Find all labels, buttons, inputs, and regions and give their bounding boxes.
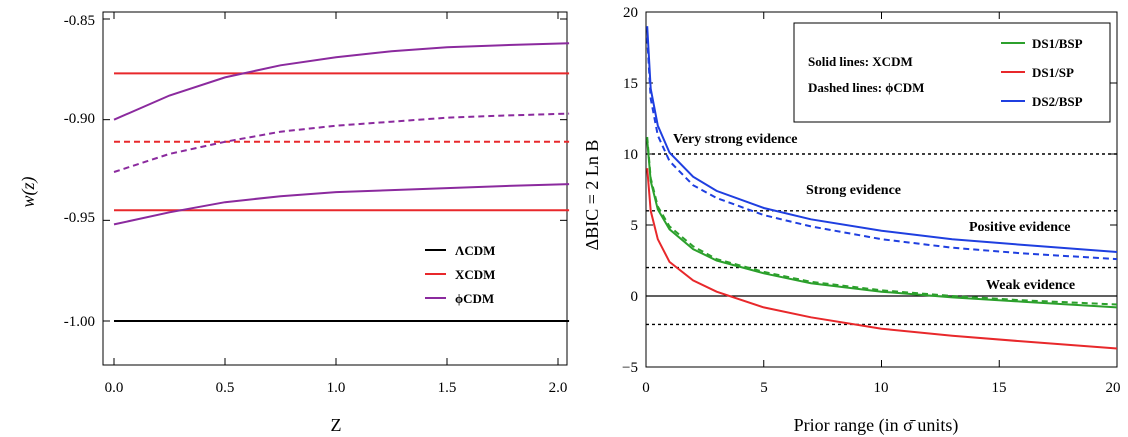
right-legend: Solid lines: XCDM Dashed lines: ϕCDM DS1… <box>793 22 1111 123</box>
left-x-tick-label: 1.5 <box>438 380 457 396</box>
left-y-tick-label: -0.90 <box>64 111 95 127</box>
right-series-group <box>646 26 1118 350</box>
right-y-tick-label: 5 <box>631 218 639 234</box>
right-legend-label: DS1/SP <box>1032 65 1074 80</box>
left-y-axis-label: w(z) <box>18 176 39 207</box>
left-series-line-cdm-solid <box>113 183 570 226</box>
left-chart: 0.0 0.5 1.0 1.5 2.0 -0.85 -0.90 -0.95 -1… <box>18 11 570 435</box>
right-y-tick-label: 0 <box>631 289 639 305</box>
left-x-tick-label: 0.5 <box>216 380 235 396</box>
right-legend-label: DS2/BSP <box>1032 94 1083 109</box>
right-y-tick-label: 15 <box>623 76 638 92</box>
left-y-tick-label: -0.95 <box>64 210 95 226</box>
left-tick-marks <box>103 12 567 365</box>
right-x-tick-label: 5 <box>760 380 768 396</box>
right-reference-lines <box>646 153 1117 326</box>
evidence-annotation: Weak evidence <box>986 278 1075 293</box>
legend-note: Dashed lines: ϕCDM <box>808 80 924 95</box>
left-x-tick-label: 2.0 <box>549 380 568 396</box>
legend-note: Solid lines: XCDM <box>808 54 913 69</box>
right-series-line-ds1sp-solid <box>646 168 1118 350</box>
evidence-annotation: Strong evidence <box>806 183 901 198</box>
right-x-axis-label: Prior range (in σ̄ units) <box>794 415 959 436</box>
right-series-line-ds1bsp-dashed <box>646 136 1118 306</box>
right-x-tick-label: 10 <box>874 380 889 396</box>
right-y-tick-label: 10 <box>623 147 638 163</box>
left-series-line-cdm-dashed <box>113 112 570 173</box>
right-x-tick-label: 0 <box>642 380 650 396</box>
right-legend-box <box>793 22 1111 123</box>
right-legend-label: DS1/BSP <box>1032 36 1083 51</box>
evidence-annotation: Very strong evidence <box>673 132 797 147</box>
left-y-tick-label: -1.00 <box>64 314 95 330</box>
right-y-axis-label: ΔBIC = 2 Ln B <box>582 140 602 251</box>
right-y-tick-label: −5 <box>622 360 638 376</box>
left-legend: ΛCDM XCDM ϕCDM <box>425 243 495 306</box>
right-series-line-ds2bsp-solid <box>646 26 1118 253</box>
right-chart: 0 5 10 15 20 20 15 10 5 0 −5 Prior range… <box>582 5 1121 436</box>
evidence-annotation: Positive evidence <box>969 220 1070 235</box>
left-x-tick-label: 1.0 <box>327 380 346 396</box>
left-x-axis-label: Z <box>331 415 342 435</box>
right-x-tick-label: 20 <box>1106 380 1121 396</box>
left-series-group <box>113 42 570 322</box>
left-legend-label: XCDM <box>455 267 495 282</box>
left-series-line-cdm-solid <box>113 42 570 121</box>
left-x-tick-label: 0.0 <box>105 380 124 396</box>
right-x-tick-label: 15 <box>992 380 1007 396</box>
right-series-line-ds2bsp-dashed <box>646 37 1118 261</box>
right-series-line-ds1bsp-solid <box>646 139 1118 309</box>
left-legend-label: ΛCDM <box>455 243 495 258</box>
left-y-tick-label: -0.85 <box>64 13 95 29</box>
left-plot-frame <box>102 11 568 366</box>
right-y-tick-label: 20 <box>623 5 638 21</box>
left-legend-label: ϕCDM <box>455 291 494 306</box>
